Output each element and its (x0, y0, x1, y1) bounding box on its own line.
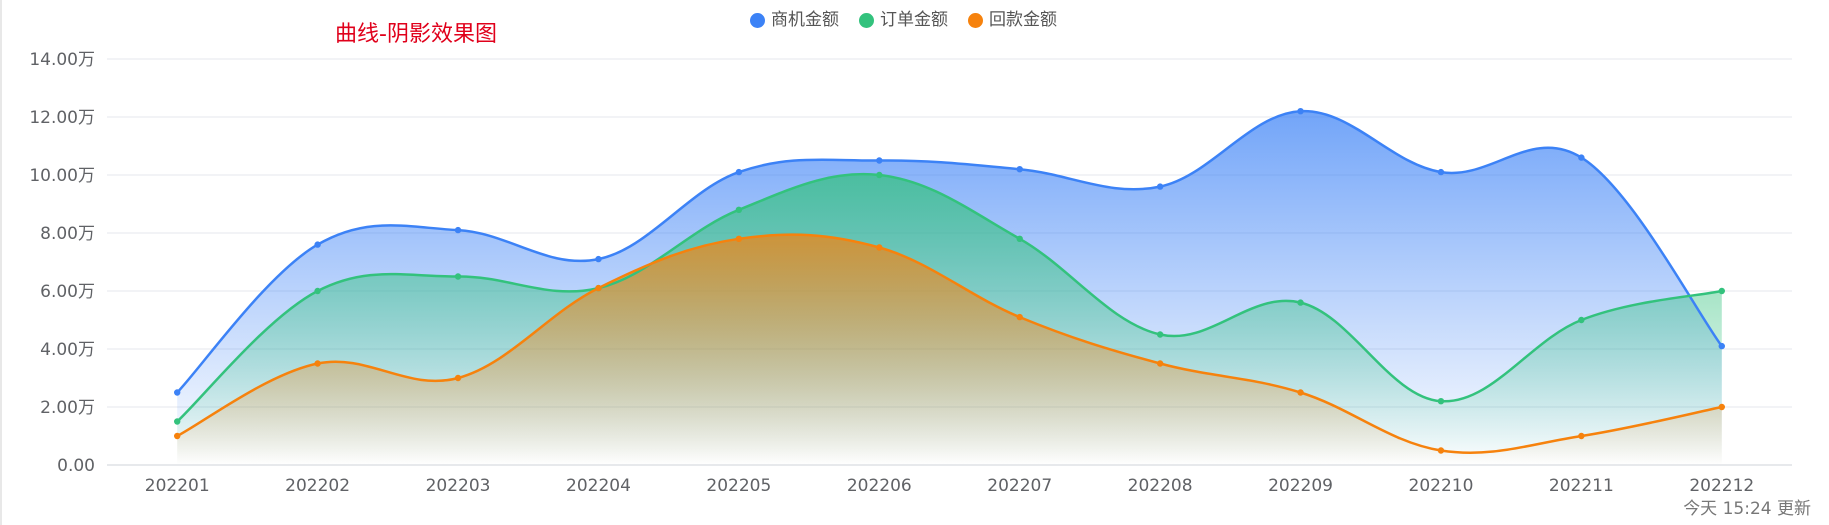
data-point[interactable] (1578, 316, 1585, 324)
series-line-1 (176, 109, 1723, 394)
x-tick-label: 202202 (285, 476, 350, 496)
y-tick-label: 12.00万 (29, 108, 95, 128)
x-tick-label: 202211 (1549, 476, 1614, 496)
data-point[interactable] (876, 157, 883, 164)
x-tick-label: 202206 (847, 476, 912, 496)
legend-marker-series-1 (750, 12, 765, 28)
data-point[interactable] (1578, 432, 1585, 440)
y-tick-label: 8.00万 (40, 224, 95, 244)
data-point[interactable] (1016, 166, 1023, 173)
x-tick-label: 202203 (426, 476, 491, 496)
y-tick-label: 0.00 (57, 456, 95, 476)
x-tick-label: 202201 (145, 476, 210, 496)
data-point[interactable] (1437, 447, 1445, 454)
data-point[interactable] (735, 206, 743, 213)
data-point[interactable] (876, 171, 883, 179)
data-point[interactable] (1718, 403, 1725, 411)
data-point[interactable] (1297, 108, 1304, 115)
legend-item-series-1[interactable]: 商机金额 (750, 8, 839, 32)
y-tick-label: 14.00万 (29, 50, 95, 70)
data-point[interactable] (314, 241, 321, 248)
data-point[interactable] (174, 432, 181, 440)
data-point[interactable] (454, 374, 462, 382)
data-point[interactable] (454, 226, 462, 234)
data-point[interactable] (595, 255, 602, 263)
data-point[interactable] (735, 235, 743, 242)
point-layer (174, 108, 1725, 454)
axis-layer: 0.00 2.00万 4.00万 6.00万 8.00万 10.00万 12.00万 14.0… (29, 50, 1754, 496)
line-layer (176, 109, 1723, 454)
y-tick-label: 4.00万 (40, 340, 95, 360)
data-point[interactable] (174, 418, 181, 425)
legend-marker-series-2 (859, 12, 874, 28)
y-tick-label: 6.00万 (40, 282, 95, 302)
x-tick-label: 202210 (1409, 476, 1474, 496)
x-tick-label: 202205 (706, 476, 771, 496)
data-point[interactable] (1016, 235, 1023, 242)
data-point[interactable] (454, 273, 462, 280)
legend-item-series-3[interactable]: 回款金额 (968, 8, 1057, 32)
legend-marker-series-3 (968, 12, 983, 28)
data-point[interactable] (1578, 154, 1585, 161)
data-point[interactable] (1156, 331, 1164, 338)
data-point[interactable] (1437, 168, 1445, 176)
y-tick-label: 2.00万 (40, 398, 95, 418)
data-point[interactable] (314, 287, 321, 295)
legend-label-series-1: 商机金额 (771, 10, 839, 30)
data-point[interactable] (1297, 389, 1304, 396)
data-point[interactable] (1156, 183, 1164, 190)
legend-label-series-3: 回款金额 (989, 10, 1057, 30)
legend-item-series-2[interactable]: 订单金额 (859, 8, 948, 32)
data-point[interactable] (1016, 313, 1023, 321)
data-point[interactable] (876, 244, 883, 251)
chart-title: 曲线-阴影效果图 (335, 22, 497, 47)
x-tick-label: 202212 (1689, 476, 1754, 496)
x-tick-label: 202204 (566, 476, 631, 496)
data-point[interactable] (595, 284, 602, 292)
data-point[interactable] (1156, 360, 1164, 367)
series-line-3 (176, 233, 1723, 454)
y-tick-label: 10.00万 (29, 166, 95, 186)
update-timestamp: 今天 15:24 更新 (1683, 499, 1811, 519)
legend-label-series-2: 订单金额 (880, 10, 948, 30)
x-tick-label: 202207 (987, 476, 1052, 496)
data-point[interactable] (735, 168, 743, 176)
data-point[interactable] (1718, 342, 1725, 350)
chart-legend: 商机金额 订单金额 回款金额 (750, 8, 1057, 32)
window-left-edge (0, 0, 2, 525)
data-point[interactable] (1437, 398, 1445, 405)
series-line-2 (176, 172, 1723, 423)
data-point[interactable] (1718, 287, 1725, 295)
data-point[interactable] (314, 360, 321, 367)
x-tick-label: 202209 (1268, 476, 1333, 496)
x-tick-label: 202208 (1128, 476, 1193, 496)
data-point[interactable] (174, 389, 181, 396)
data-point[interactable] (1297, 299, 1304, 306)
